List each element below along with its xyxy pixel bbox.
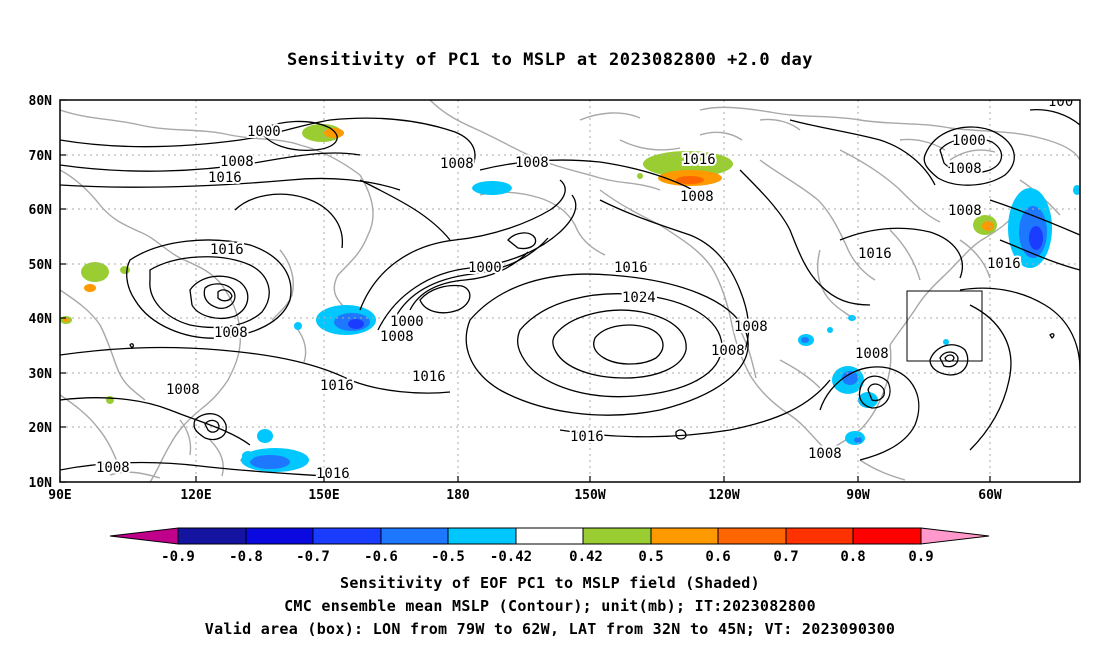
colorbar-label: -0.42	[490, 549, 532, 565]
caption-shading: Sensitivity of EOF PC1 to MSLP field (Sh…	[340, 574, 760, 592]
contour-label: 1016	[320, 378, 354, 394]
contour-label: 100	[1048, 94, 1073, 110]
contour-label: 1008	[948, 203, 982, 219]
colorbar-swatch	[785, 527, 854, 545]
colorbar-label: -0.5	[431, 549, 465, 565]
contour-label: 1016	[412, 369, 446, 385]
contour-label: 1000	[952, 133, 986, 149]
map-plot-area: 1000 1008 1016 1008 1008 1016 1008 1008 …	[59, 94, 1081, 483]
lon-tick-label: 90E	[48, 488, 71, 503]
contour-label: 1008	[380, 329, 414, 345]
valid-area-box	[906, 290, 983, 362]
colorbar-swatch	[852, 527, 922, 545]
colorbar-label: 0.5	[638, 549, 663, 565]
mslp-contours	[60, 109, 1080, 479]
lon-tick-label: 150W	[574, 488, 605, 503]
colorbar-label: -0.8	[229, 549, 263, 565]
colorbar-label: -0.6	[364, 549, 398, 565]
contour-label: 1016	[682, 152, 716, 168]
colorbar-swatch	[312, 527, 382, 545]
colorbar-label: 0.9	[908, 549, 933, 565]
contour-label: 1016	[208, 170, 242, 186]
lon-tick-label: 120W	[708, 488, 739, 503]
lon-tick-label: 150E	[308, 488, 339, 503]
contour-label: 1016	[987, 256, 1021, 272]
colorbar-swatch	[245, 527, 314, 545]
contour-label: 1000	[390, 314, 424, 330]
colorbar-label: 0.42	[569, 549, 603, 565]
colorbar-label: 0.6	[705, 549, 730, 565]
lat-tick-label: 80N	[29, 94, 53, 109]
colorbar-swatch	[650, 527, 719, 545]
colorbar-end-right	[920, 527, 990, 545]
lon-tick-label: 90W	[846, 488, 870, 503]
colorbar-swatch	[515, 527, 584, 545]
contour-label: 1008	[734, 319, 768, 335]
lat-tick-label: 40N	[29, 312, 53, 327]
lon-tick-label: 120E	[180, 488, 211, 503]
contour-label: 1000	[468, 260, 502, 276]
lat-tick-label: 20N	[29, 421, 53, 436]
map-title: Sensitivity of PC1 to MSLP at 2023082800…	[286, 50, 813, 70]
contour-label: 1024	[622, 290, 656, 306]
lon-tick-label: 60W	[978, 488, 1002, 503]
contour-label: 1008	[96, 460, 130, 476]
colorbar-end-left	[109, 527, 179, 545]
contour-label: 1008	[855, 346, 889, 362]
lat-tick-label: 50N	[29, 258, 53, 273]
contour-label: 1016	[570, 429, 604, 445]
contour-label: 1008	[220, 154, 254, 170]
colorbar-label: 0.7	[773, 549, 798, 565]
contour-label: 1016	[316, 466, 350, 482]
lon-tick-label: 180	[446, 488, 470, 503]
caption-valid-area: Valid area (box): LON from 79W to 62W, L…	[204, 620, 896, 638]
contour-label: 1016	[614, 260, 648, 276]
colorbar-label: -0.7	[296, 549, 330, 565]
contour-label: 1008	[808, 446, 842, 462]
contour-label: 1008	[948, 161, 982, 177]
colorbar-label: 0.8	[840, 549, 865, 565]
longitude-labels: 90E 120E 150E 180 150W 120W 90W 60W	[48, 488, 1002, 503]
colorbar-swatch	[447, 527, 517, 545]
contour-label: 1000	[247, 124, 281, 140]
lat-tick-label: 60N	[29, 203, 53, 218]
colorbar-swatch	[177, 527, 247, 545]
contour-label: 1008	[166, 382, 200, 398]
contour-label: 1016	[858, 246, 892, 262]
lat-tick-label: 70N	[29, 149, 53, 164]
contour-label: 1016	[210, 242, 244, 258]
contour-label: 1008	[711, 343, 745, 359]
colorbar-swatch	[717, 527, 787, 545]
contour-label: 1008	[680, 189, 714, 205]
contour-label: 1008	[214, 325, 248, 341]
colorbar-label: -0.9	[161, 549, 195, 565]
map-frame	[59, 99, 1081, 483]
contour-label: 1008	[440, 156, 474, 172]
colorbar: -0.9 -0.8 -0.7 -0.6 -0.5 -0.42 0.42 0.5 …	[109, 527, 990, 565]
caption-contour: CMC ensemble mean MSLP (Contour); unit(m…	[284, 597, 816, 615]
contour-label: 1008	[515, 155, 549, 171]
colorbar-swatch	[380, 527, 449, 545]
lat-tick-label: 30N	[29, 367, 53, 382]
lat-tick-label: 10N	[29, 476, 53, 491]
latitude-labels: 80N 70N 60N 50N 40N 30N 20N 10N	[29, 94, 53, 491]
axis-ticks	[59, 99, 991, 483]
colorbar-swatch	[582, 527, 652, 545]
